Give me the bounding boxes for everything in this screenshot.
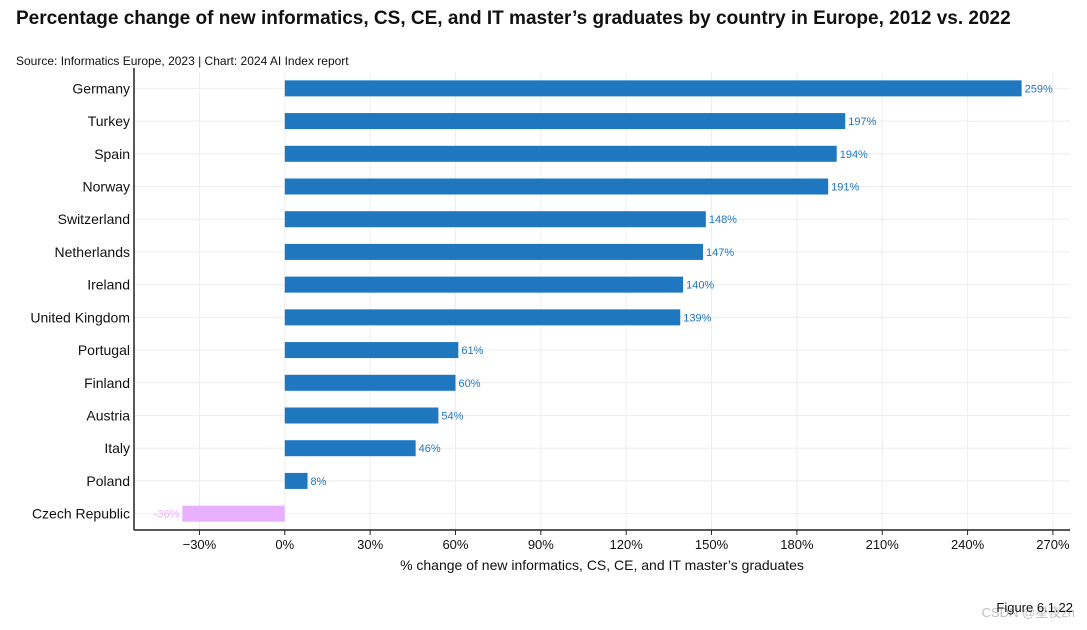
bar-5 — [284, 243, 703, 260]
x-tick-label-6: 150% — [695, 537, 729, 552]
data-label-13: -36% — [154, 509, 180, 521]
chart-title: Percentage change of new informatics, CS… — [16, 8, 1011, 29]
category-label-4: Switzerland — [58, 211, 130, 227]
category-label-9: Finland — [84, 375, 130, 391]
category-label-0: Germany — [72, 80, 130, 96]
category-label-1: Turkey — [88, 113, 130, 129]
x-tick-label-8: 210% — [866, 537, 900, 552]
x-axis-label: % change of new informatics, CS, CE, and… — [400, 557, 804, 573]
data-label-10: 54% — [441, 411, 463, 423]
data-label-1: 197% — [848, 116, 876, 128]
bar-11 — [284, 440, 416, 457]
category-label-6: Ireland — [87, 277, 130, 293]
bar-7 — [284, 309, 681, 326]
category-label-11: Italy — [104, 440, 130, 456]
x-tick-label-1: 0% — [275, 537, 294, 552]
bar-12 — [284, 472, 308, 489]
chart-source: Source: Informatics Europe, 2023 | Chart… — [16, 54, 349, 68]
x-tick-label-9: 240% — [951, 537, 985, 552]
category-label-8: Portugal — [78, 342, 130, 358]
data-label-12: 8% — [311, 476, 327, 488]
x-tick-label-4: 90% — [528, 537, 554, 552]
category-label-3: Norway — [83, 179, 130, 195]
data-label-7: 139% — [683, 312, 711, 324]
bar-chart: Germany 259% Turkey 197% Spain 194% Norway 191%… — [30, 68, 1070, 573]
x-tick-label-10: 270% — [1036, 537, 1070, 552]
bar-3 — [284, 178, 829, 195]
data-label-5: 147% — [706, 247, 734, 259]
bar-6 — [284, 276, 684, 293]
bar-0 — [284, 80, 1022, 97]
category-label-12: Poland — [86, 473, 130, 489]
watermark: CSDN @星夜zh — [981, 605, 1075, 620]
x-tick-label-0: −30% — [183, 537, 217, 552]
data-label-3: 191% — [831, 182, 859, 194]
figure-label: Figure 6.1.22 — [996, 600, 1073, 615]
data-label-9: 60% — [458, 378, 480, 390]
category-label-5: Netherlands — [55, 244, 131, 260]
bar-13 — [182, 505, 285, 522]
x-tick-label-2: 30% — [357, 537, 383, 552]
data-label-4: 148% — [709, 214, 737, 226]
category-label-13: Czech Republic — [32, 506, 130, 522]
category-label-7: United Kingdom — [30, 309, 130, 325]
data-label-11: 46% — [419, 443, 441, 455]
data-label-8: 61% — [461, 345, 483, 357]
bar-4 — [284, 211, 706, 228]
category-label-10: Austria — [86, 408, 130, 424]
bar-1 — [284, 113, 846, 130]
data-label-6: 140% — [686, 280, 714, 292]
category-label-2: Spain — [94, 146, 130, 162]
bar-8 — [284, 342, 459, 359]
data-label-2: 194% — [840, 149, 868, 161]
bar-2 — [284, 145, 837, 162]
bar-9 — [284, 374, 456, 391]
bar-10 — [284, 407, 439, 424]
data-label-0: 259% — [1025, 83, 1053, 95]
x-tick-label-7: 180% — [780, 537, 814, 552]
x-tick-label-5: 120% — [610, 537, 644, 552]
x-tick-label-3: 60% — [442, 537, 468, 552]
